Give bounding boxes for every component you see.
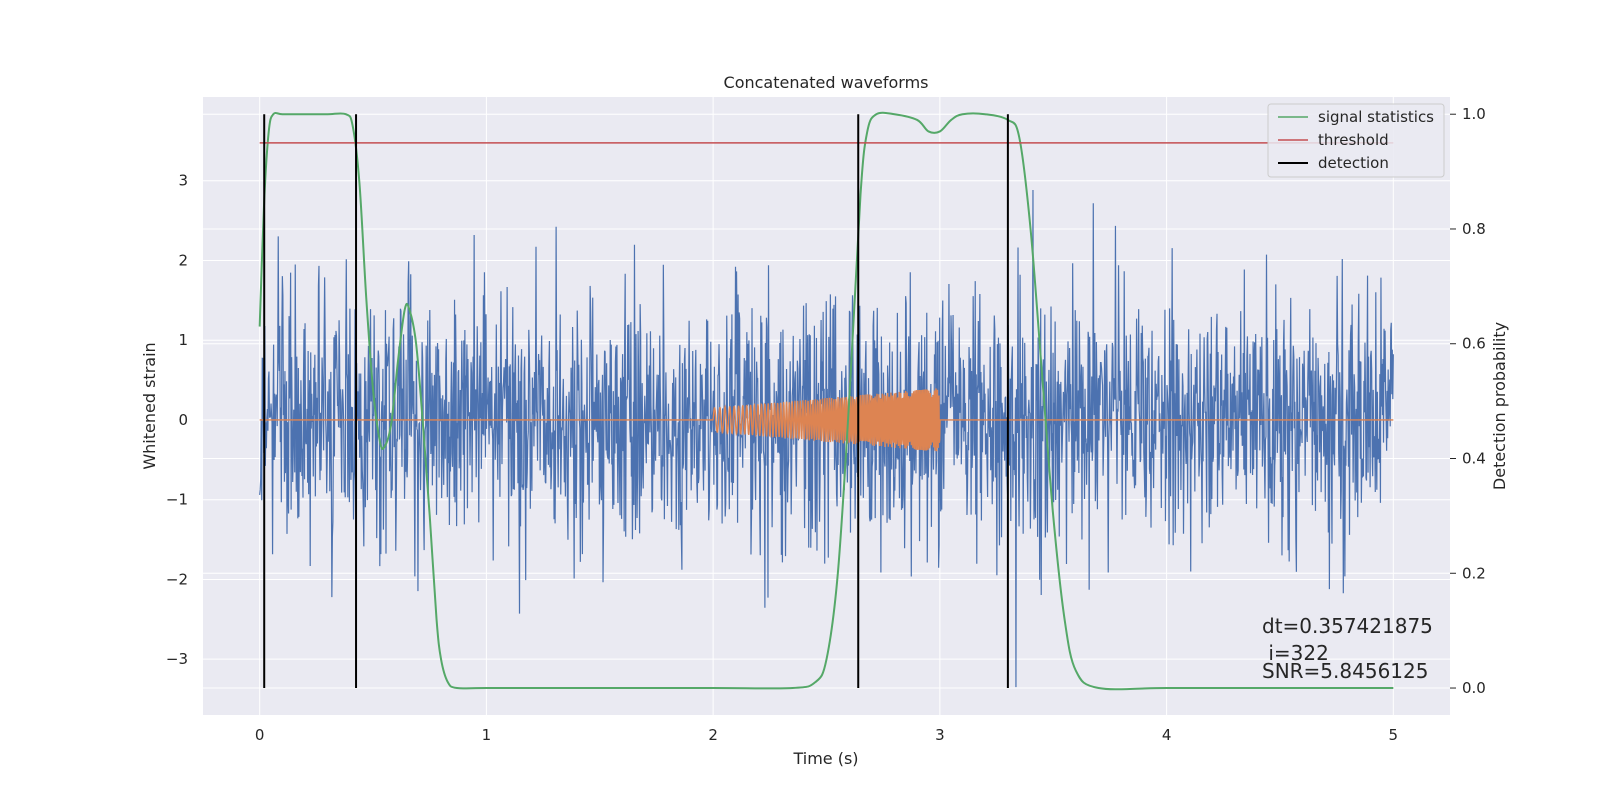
y-tick-label: 1	[178, 331, 188, 349]
legend: signal statistics threshold detection	[1267, 103, 1445, 178]
legend-label-detection: detection	[1318, 154, 1389, 172]
y2-tick-label: 0.2	[1462, 564, 1486, 582]
signal-statistics-series	[258, 111, 1394, 691]
y-tick-label: −1	[166, 491, 188, 509]
y2-tick-label: 0.6	[1462, 335, 1486, 353]
y-tick-label: −3	[166, 650, 188, 668]
y-tick-label: −2	[166, 570, 188, 588]
legend-label-threshold: threshold	[1318, 131, 1389, 149]
strain-series	[259, 190, 1394, 688]
detection-series	[263, 114, 1009, 689]
y-tick-label: 0	[178, 411, 188, 429]
chart-title: Concatenated waveforms	[724, 73, 929, 92]
x-tick-label: 0	[255, 726, 265, 744]
y2-axis-label: Detection probability	[1490, 322, 1509, 490]
legend-label-signal-statistics: signal statistics	[1318, 108, 1434, 126]
x-tick-label: 3	[935, 726, 945, 744]
annotation-dt: dt=0.357421875	[1262, 614, 1433, 638]
annotation-snr: SNR=5.8456125	[1262, 659, 1428, 683]
x-tick-label: 1	[482, 726, 492, 744]
y2-tick-label: 0.0	[1462, 679, 1486, 697]
legend-box	[1267, 103, 1445, 178]
x-tick-label: 4	[1162, 726, 1172, 744]
waveform-series	[259, 388, 1394, 452]
y2-tick-label: 1.0	[1462, 105, 1486, 123]
waveform-line	[259, 388, 1394, 452]
y2-tick-label: 0.4	[1462, 450, 1486, 468]
y-tick-label: 3	[178, 172, 188, 190]
x-tick-label: 5	[1389, 726, 1399, 744]
tick-labels: 0 1 2 3 4 5 3 2 1 0 −1 −2 −3 1.0 0.8 0.6 0.4 0.2 0.0	[166, 105, 1486, 744]
x-tick-label: 2	[708, 726, 718, 744]
y-tick-label: 2	[178, 251, 188, 269]
signal-statistics-line	[258, 111, 1394, 691]
annotation-i: i=322	[1262, 641, 1329, 665]
y2-tick-label: 0.8	[1462, 220, 1486, 238]
y-axis-label: Whitened strain	[140, 342, 159, 469]
x-axis-label: Time (s)	[792, 749, 858, 768]
strain-line	[259, 190, 1394, 688]
